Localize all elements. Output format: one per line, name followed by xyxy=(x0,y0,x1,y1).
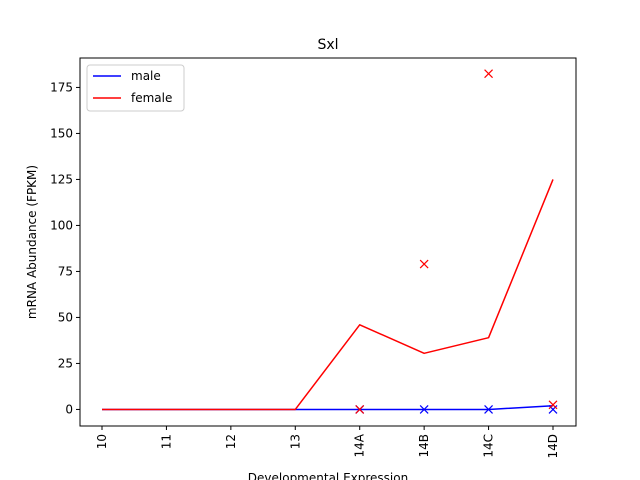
x-axis-label: Developmental Expression xyxy=(248,471,408,480)
x-tick-label: 14A xyxy=(353,433,367,457)
x-tick-label: 13 xyxy=(288,434,302,449)
y-axis-label: mRNA Abundance (FPKM) xyxy=(25,165,39,319)
x-tick-label: 14B xyxy=(417,434,431,458)
y-tick-label: 50 xyxy=(58,310,73,324)
y-tick-label: 175 xyxy=(50,80,73,94)
y-tick-label: 25 xyxy=(58,356,73,370)
legend: male female xyxy=(87,65,184,111)
y-tick-label: 150 xyxy=(50,126,73,140)
y-tick-label: 0 xyxy=(65,402,73,416)
y-tick-label: 125 xyxy=(50,172,73,186)
x-tick-label: 10 xyxy=(95,434,109,449)
chart-title: Sxl xyxy=(317,37,338,53)
legend-label-male: male xyxy=(131,69,161,83)
x-tick-label: 11 xyxy=(159,434,173,449)
y-tick-label: 75 xyxy=(58,264,73,278)
y-tick-label: 100 xyxy=(50,218,73,232)
x-tick-label: 14D xyxy=(546,434,560,459)
x-tick-label: 12 xyxy=(224,434,238,449)
legend-label-female: female xyxy=(131,91,172,105)
x-tick-label: 14C xyxy=(482,434,496,458)
